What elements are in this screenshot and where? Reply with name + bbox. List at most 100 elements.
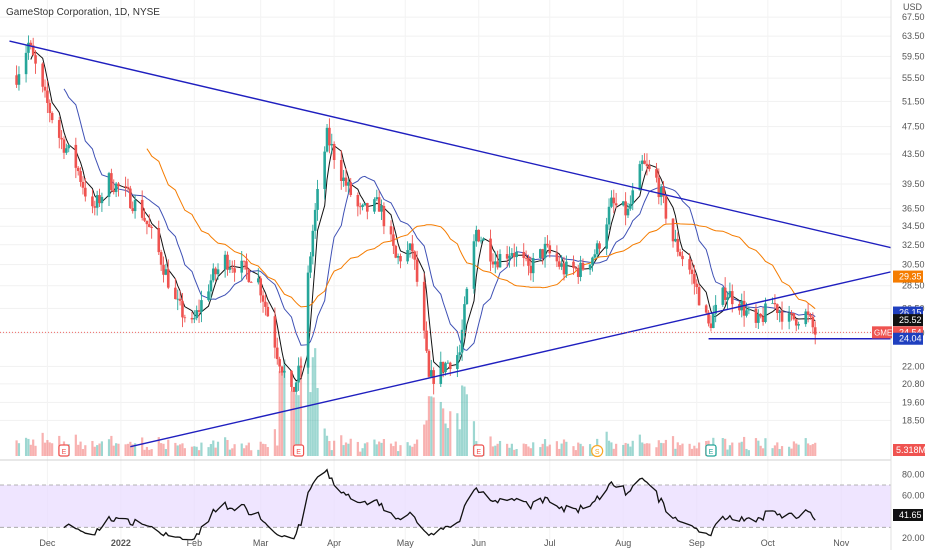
candle-body[interactable] [247, 269, 251, 283]
candle-body[interactable] [747, 308, 751, 311]
candle-body[interactable] [15, 75, 18, 85]
candle-body[interactable] [311, 230, 315, 257]
candle-body[interactable] [456, 355, 459, 369]
candle-body[interactable] [804, 311, 808, 325]
candle-body[interactable] [465, 288, 469, 305]
candle-body[interactable] [757, 314, 760, 323]
event-marker[interactable]: E [473, 444, 485, 457]
candle-body[interactable] [60, 137, 63, 140]
candle-body[interactable] [131, 208, 135, 212]
candle-body[interactable] [664, 196, 668, 219]
candle-body[interactable] [309, 256, 312, 273]
event-marker[interactable]: E [705, 444, 717, 457]
candle-body[interactable] [624, 201, 627, 216]
candle-body[interactable] [190, 317, 194, 320]
candle-body[interactable] [643, 160, 646, 164]
candle-body[interactable] [510, 253, 514, 256]
candle-body[interactable] [27, 42, 30, 53]
candle-body[interactable] [607, 206, 611, 225]
candle-body[interactable] [74, 144, 78, 168]
candle-body[interactable] [446, 362, 450, 364]
candle-body[interactable] [159, 252, 163, 265]
candle-body[interactable] [574, 267, 578, 269]
candle-body[interactable] [110, 173, 113, 191]
candle-body[interactable] [572, 261, 575, 268]
candle-body[interactable] [84, 187, 87, 197]
candle-body[interactable] [226, 254, 229, 270]
candle-body[interactable] [93, 206, 97, 208]
candle-body[interactable] [595, 243, 599, 255]
candle-body[interactable] [477, 229, 480, 242]
candle-body[interactable] [107, 173, 111, 197]
candle-body[interactable] [508, 255, 511, 259]
candle-body[interactable] [557, 261, 561, 267]
candle-body[interactable] [475, 229, 478, 242]
candle-body[interactable] [323, 151, 326, 189]
candle-body[interactable] [396, 255, 400, 258]
candle-body[interactable] [406, 250, 409, 262]
candle-body[interactable] [361, 204, 364, 207]
candle-body[interactable] [598, 243, 601, 249]
candle-body[interactable] [31, 45, 35, 56]
candle-body[interactable] [294, 382, 298, 392]
candle-body[interactable] [579, 262, 582, 277]
candle-body[interactable] [377, 197, 381, 212]
candle-body[interactable] [638, 164, 642, 191]
candle-body[interactable] [726, 297, 729, 300]
candle-body[interactable] [489, 238, 492, 262]
candle-body[interactable] [723, 287, 727, 300]
candle-body[interactable] [780, 311, 784, 322]
candle-body[interactable] [439, 361, 443, 384]
candle-body[interactable] [809, 314, 812, 317]
candle-body[interactable] [408, 243, 412, 251]
candle-body[interactable] [207, 291, 210, 301]
candle-body[interactable] [479, 240, 483, 242]
candle-body[interactable] [245, 261, 248, 270]
candle-body[interactable] [145, 220, 149, 225]
candle-body[interactable] [242, 260, 246, 262]
candle-body[interactable] [214, 268, 217, 275]
candle-body[interactable] [515, 251, 518, 258]
candle-body[interactable] [259, 278, 262, 296]
candle-body[interactable] [299, 365, 303, 368]
candle-body[interactable] [610, 197, 613, 207]
candle-body[interactable] [124, 186, 127, 188]
candle-body[interactable] [375, 197, 379, 200]
candle-body[interactable] [325, 127, 329, 152]
candle-body[interactable] [548, 245, 552, 254]
candle-body[interactable] [612, 197, 616, 204]
candle-body[interactable] [62, 139, 66, 153]
candle-body[interactable] [342, 177, 345, 181]
candle-body[interactable] [48, 102, 52, 113]
candle-body[interactable] [98, 195, 101, 204]
candle-body[interactable] [527, 258, 530, 266]
candle-body[interactable] [366, 203, 369, 212]
candle-body[interactable] [754, 308, 758, 323]
candle-body[interactable] [458, 352, 462, 356]
candle-body[interactable] [373, 199, 376, 212]
candle-body[interactable] [43, 86, 47, 91]
candle-body[interactable] [133, 199, 137, 212]
candle-body[interactable] [576, 268, 580, 277]
candle-body[interactable] [546, 243, 549, 246]
candle-body[interactable] [164, 269, 168, 275]
candle-body[interactable] [380, 205, 383, 212]
candle-body[interactable] [522, 251, 526, 258]
candle-body[interactable] [143, 217, 146, 221]
candle-body[interactable] [176, 298, 180, 300]
candle-body[interactable] [95, 195, 99, 208]
candle-body[interactable] [339, 160, 343, 181]
candle-body[interactable] [344, 177, 348, 186]
candle-body[interactable] [721, 287, 725, 305]
candle-body[interactable] [278, 359, 281, 367]
candle-body[interactable] [621, 201, 625, 206]
candle-body[interactable] [112, 190, 116, 193]
candles[interactable] [15, 35, 817, 395]
candle-body[interactable] [678, 251, 682, 256]
candle-body[interactable] [742, 300, 746, 316]
candle-body[interactable] [275, 347, 279, 360]
candle-body[interactable] [280, 366, 284, 373]
candle-body[interactable] [356, 194, 360, 207]
candle-body[interactable] [427, 350, 431, 377]
candle-body[interactable] [531, 258, 535, 274]
